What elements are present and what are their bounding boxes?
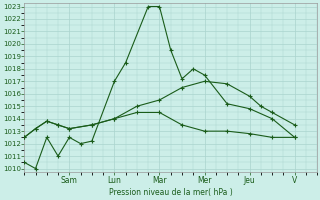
X-axis label: Pression niveau de la mer( hPa ): Pression niveau de la mer( hPa )	[109, 188, 233, 197]
